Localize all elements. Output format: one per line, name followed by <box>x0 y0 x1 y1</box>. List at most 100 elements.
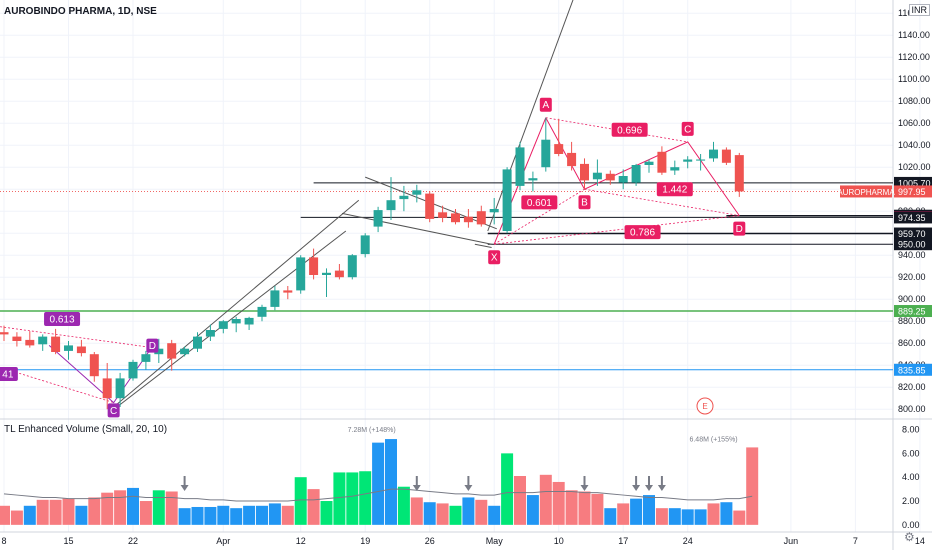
volume-bar <box>501 453 514 525</box>
candle-body <box>476 211 486 225</box>
price-axis-badge-label: 889.25 <box>898 307 926 317</box>
harmonic-ratio-label: 0.786 <box>624 225 661 240</box>
volume-bar <box>746 447 759 525</box>
candle <box>721 147 731 165</box>
volume-bar <box>385 439 397 525</box>
candle <box>51 328 61 355</box>
candle-body <box>296 257 306 291</box>
candle <box>631 163 641 186</box>
candle-body <box>128 361 138 379</box>
volume-bar <box>475 499 488 525</box>
price-tick-label: 1080.00 <box>898 96 931 106</box>
volume-bar <box>333 472 346 525</box>
candle <box>218 320 228 334</box>
volume-bar <box>552 481 565 525</box>
left-pattern-point-c: C <box>107 403 120 418</box>
candle <box>64 341 73 360</box>
harmonic-point-a: A <box>539 97 552 112</box>
candle <box>231 316 241 333</box>
candle-body <box>502 169 512 231</box>
volume-bar <box>320 501 333 525</box>
candle <box>412 184 422 203</box>
candle-body <box>309 257 319 275</box>
volume-ma-line <box>3 488 753 502</box>
candle <box>270 286 280 311</box>
left-pattern-ratio-label: 41 <box>0 367 18 381</box>
candle-body <box>257 306 267 317</box>
candle <box>322 268 331 297</box>
candle <box>283 286 293 300</box>
gear-icon[interactable]: ⚙ <box>904 530 915 544</box>
volume-bar <box>643 495 655 525</box>
candle-body <box>425 193 435 219</box>
harmonic-ratio-label: 1.442 <box>656 182 693 197</box>
price-axis-badge-bg <box>894 211 932 224</box>
candle <box>89 352 99 382</box>
candle <box>580 158 589 190</box>
left-pattern-point-d-text: D <box>149 341 156 352</box>
candle-body <box>244 317 254 325</box>
candle <box>451 209 460 225</box>
harmonic-ratio-line <box>494 215 740 245</box>
price-tick-label: 1140.00 <box>898 30 930 40</box>
candle-body <box>657 151 667 173</box>
volume-arrow-icon <box>580 476 589 491</box>
candle <box>463 209 473 228</box>
volume-bar <box>462 497 475 525</box>
time-tick-label: 12 <box>296 536 306 546</box>
symbol-name-badge: AUROPHARMA <box>837 185 895 198</box>
candle-body <box>154 348 164 355</box>
price-tick-label: 940.00 <box>898 250 926 260</box>
price-tick-label: 860.00 <box>898 338 926 348</box>
candle <box>567 141 577 171</box>
candle-body <box>438 212 448 218</box>
volume-bar <box>75 505 88 525</box>
volume-arrow-head <box>180 485 189 491</box>
candle-body <box>115 378 125 399</box>
price-axis-badge-label: 950.00 <box>898 240 926 250</box>
volume-bar <box>10 510 23 525</box>
time-tick-label: 14 <box>915 536 925 546</box>
harmonic-ratio-label-text: 0.601 <box>527 198 552 209</box>
candle-body <box>554 144 564 154</box>
symbol-name-badge-bg <box>840 185 892 198</box>
volume-bar <box>397 486 410 525</box>
volume-arrow-icon <box>464 476 473 491</box>
candle-body <box>631 165 641 183</box>
candle-body <box>205 330 215 337</box>
left-pattern-ratio-label-bg <box>44 312 81 326</box>
candle <box>373 206 383 233</box>
price-axis-badge-bg <box>894 185 932 198</box>
price-axis-badge-bg <box>894 238 932 251</box>
harmonic-point-x-bg <box>488 250 501 265</box>
price-tick-label: 920.00 <box>898 272 926 282</box>
candle <box>154 338 164 363</box>
price-axis-badge-label: 1005.70 <box>898 178 931 188</box>
volume-bar <box>449 505 462 525</box>
left-pattern-point-d-bg <box>146 338 159 353</box>
price-axis-badge-label: 974.35 <box>898 213 926 223</box>
candle-body <box>670 167 680 171</box>
currency-label[interactable]: INR <box>908 4 930 16</box>
volume-tick-label: 6.00 <box>902 448 920 458</box>
candle-body <box>0 332 9 335</box>
candle-body <box>592 172 602 180</box>
volume-indicator-title[interactable]: TL Enhanced Volume (Small, 20, 10) <box>4 424 168 435</box>
volume-tick-label: 2.00 <box>902 496 920 506</box>
volume-bar <box>127 487 139 525</box>
candle-body <box>451 213 460 223</box>
volume-bar <box>578 491 591 525</box>
time-tick-label: 8 <box>1 536 6 546</box>
harmonic-point-c: C <box>681 121 694 136</box>
volume-bar <box>630 498 643 525</box>
left-harmonic-pattern <box>0 326 153 404</box>
volume-bar <box>101 492 114 525</box>
price-tick-label: 1060.00 <box>898 118 931 128</box>
volume-bar <box>0 505 10 525</box>
candle <box>309 248 319 280</box>
volume-arrow-icon <box>632 476 641 491</box>
candle-body <box>64 345 73 351</box>
price-axis-badge-bg <box>894 305 932 318</box>
volume-tick-label: 8.00 <box>902 425 920 435</box>
